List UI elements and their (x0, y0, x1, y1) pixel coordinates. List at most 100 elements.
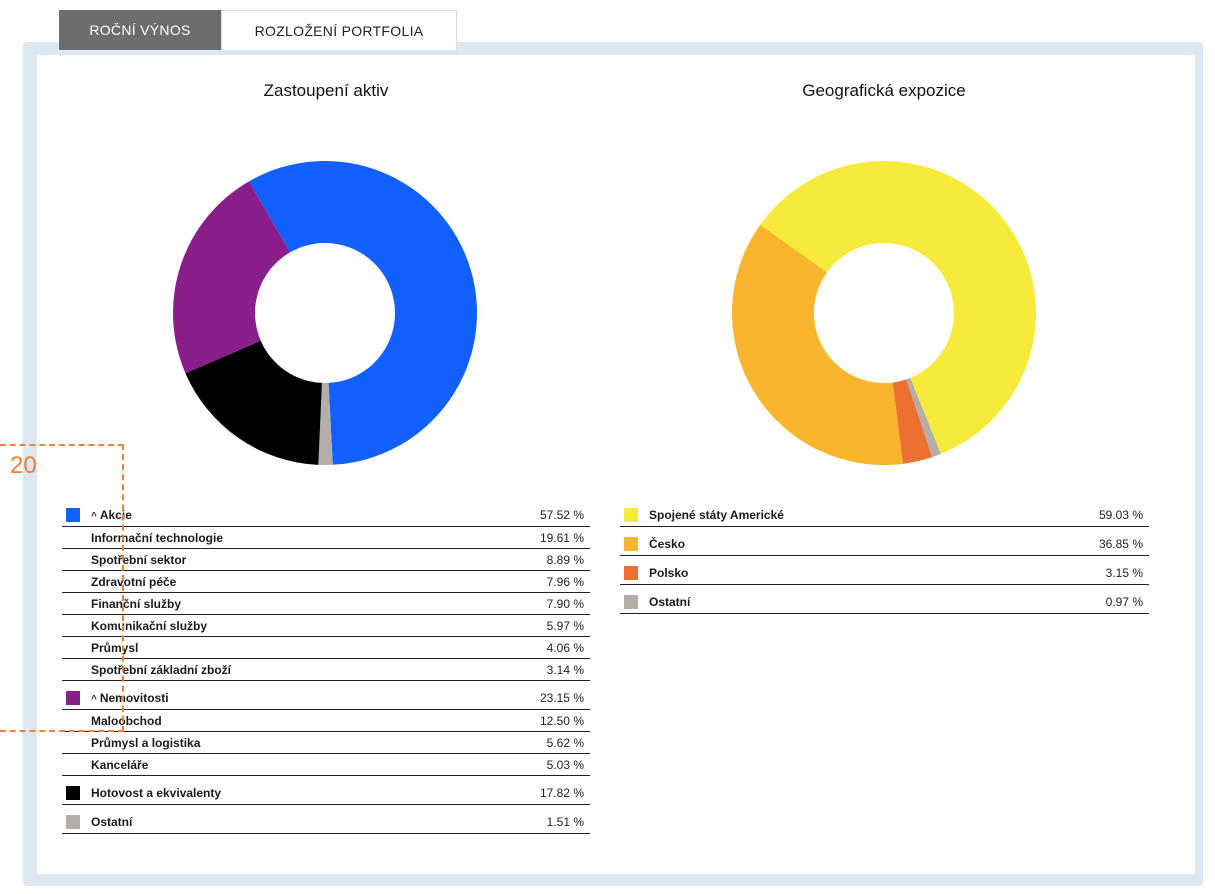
legend-value: 17.82 % (539, 786, 584, 800)
donut-slice-1-1[interactable] (906, 377, 941, 458)
legend-label-text: Ostatní (91, 815, 133, 829)
collapse-caret-icon[interactable]: ^ (91, 511, 97, 522)
donut-slice-0-2[interactable] (185, 340, 322, 465)
legend-value: 57.52 % (539, 508, 584, 522)
legend-label-text: Akcie (99, 508, 132, 522)
legend-value: 3.15 % (1105, 566, 1143, 580)
legend-label-text: Nemovitosti (99, 691, 169, 705)
tab-annual-return[interactable]: ROČNÍ VÝNOS (59, 10, 221, 50)
legend-label: Kanceláře (91, 758, 494, 772)
donut-slice-0-0[interactable] (249, 161, 477, 465)
legend-value: 8.89 % (546, 552, 584, 567)
legend-label-text: Česko (649, 537, 686, 551)
legend-label-text: Informační technologie (91, 530, 224, 545)
legend-label: Zdravotní péče (91, 575, 494, 589)
legend-swatch (624, 566, 638, 580)
legend-label: Spotřební základní zboží (91, 663, 494, 677)
legend-sub-row: Průmysl a logistika 5.62 % (62, 732, 590, 754)
donut-slice-0-1[interactable] (318, 382, 333, 466)
legend-value: 59.03 % (1098, 508, 1143, 522)
legend-value: 4.06 % (546, 640, 584, 655)
tab-portfolio-breakdown[interactable]: ROZLOŽENÍ PORTFOLIA (221, 10, 457, 50)
legend-label-text: Spotřební základní zboží (91, 662, 232, 677)
legend-sub-row: Zdravotní péče 7.96 % (62, 571, 590, 593)
legend-value: 19.61 % (539, 530, 584, 545)
legend-value: 3.14 % (546, 662, 584, 677)
legend-label-text: Zdravotní péče (91, 574, 177, 589)
legend-value: 0.97 % (1105, 595, 1143, 609)
legend-label-text: Maloobchod (91, 713, 162, 728)
legend-label: Průmysl (91, 641, 494, 655)
legend-value: 23.15 % (539, 691, 584, 705)
legend-group-row: Ostatní 0.97 % (620, 585, 1149, 614)
legend-sub-row: Komunikační služby 5.97 % (62, 615, 590, 637)
legend-label: Polsko (649, 566, 1053, 580)
geo-legend: Spojené státy Americké 59.03 % Česko 36.85 … (620, 498, 1149, 614)
legend-value: 7.96 % (546, 574, 584, 589)
annotation-label: 20 (10, 452, 37, 479)
asset-legend: ^ Akcie 57.52 % Informační technologie 19.61… (62, 498, 590, 834)
legend-label-text: Komunikační služby (91, 618, 208, 633)
legend-label: Komunikační služby (91, 619, 494, 633)
legend-value: 12.50 % (539, 713, 584, 728)
legend-label: Spotřební sektor (91, 553, 494, 567)
legend-label-text: Finanční služby (91, 596, 182, 611)
legend-label-text: Kanceláře (91, 757, 149, 772)
legend-label: Česko (649, 537, 1053, 551)
legend-value: 5.03 % (546, 757, 584, 772)
legend-label: Ostatní (649, 595, 1053, 609)
legend-label-text: Hotovost a ekvivalenty (91, 786, 222, 800)
legend-label: Informační technologie (91, 531, 494, 545)
legend-label: Spojené státy Americké (649, 508, 1053, 522)
tab-bar: ROČNÍ VÝNOS ROZLOŽENÍ PORTFOLIA (59, 10, 457, 50)
legend-group-row: Česko 36.85 % (620, 527, 1149, 556)
legend-sub-row: Kanceláře 5.03 % (62, 754, 590, 776)
legend-group-row[interactable]: ^ Akcie 57.52 % (62, 498, 590, 527)
geo-chart-title: Geografická expozice (802, 81, 966, 100)
donut-slice-1-3[interactable] (732, 224, 903, 466)
legend-label: ^ Akcie (91, 508, 494, 522)
geo-donut-chart (732, 161, 1036, 466)
legend-value: 36.85 % (1098, 537, 1143, 551)
legend-sub-row: Spotřební základní zboží 3.14 % (62, 659, 590, 681)
legend-swatch (66, 815, 80, 829)
donut-slice-1-2[interactable] (892, 379, 933, 464)
asset-chart-title: Zastoupení aktiv (263, 81, 389, 100)
legend-sub-row: Maloobchod 12.50 % (62, 710, 590, 732)
donut-slice-1-0[interactable] (760, 161, 1036, 454)
legend-value: 1.51 % (546, 815, 584, 829)
legend-swatch (66, 508, 80, 522)
legend-swatch (66, 786, 80, 800)
legend-label-text: Spojené státy Americké (649, 508, 784, 522)
legend-sub-row: Informační technologie 19.61 % (62, 527, 590, 549)
legend-group-row: Ostatní 1.51 % (62, 805, 590, 834)
legend-group-row: Hotovost a ekvivalenty 17.82 % (62, 776, 590, 805)
legend-label: Finanční služby (91, 597, 494, 611)
collapse-caret-icon[interactable]: ^ (91, 694, 97, 705)
legend-label-text: Spotřební sektor (91, 552, 187, 567)
legend-value: 7.90 % (546, 596, 584, 611)
legend-sub-row: Finanční služby 7.90 % (62, 593, 590, 615)
legend-value: 5.97 % (546, 618, 584, 633)
legend-label: Hotovost a ekvivalenty (91, 786, 494, 800)
asset-donut-chart (172, 161, 477, 466)
legend-sub-row: Spotřební sektor 8.89 % (62, 549, 590, 571)
legend-swatch (624, 595, 638, 609)
legend-group-row: Spojené státy Americké 59.03 % (620, 498, 1149, 527)
legend-sub-row: Průmysl 4.06 % (62, 637, 590, 659)
legend-swatch (624, 537, 638, 551)
legend-label: Maloobchod (91, 714, 494, 728)
legend-label: Ostatní (91, 815, 494, 829)
donut-slice-0-3[interactable] (172, 181, 290, 374)
legend-group-row: Polsko 3.15 % (620, 556, 1149, 585)
legend-swatch (66, 691, 80, 705)
legend-swatch (624, 508, 638, 522)
legend-group-row[interactable]: ^ Nemovitosti 23.15 % (62, 681, 590, 710)
legend-label-text: Průmysl a logistika (91, 735, 201, 750)
legend-label-text: Ostatní (649, 595, 691, 609)
legend-value: 5.62 % (546, 735, 584, 750)
legend-label: Průmysl a logistika (91, 736, 494, 750)
content-panel (37, 55, 1195, 874)
legend-label-text: Průmysl (91, 640, 139, 655)
legend-label-text: Polsko (649, 566, 689, 580)
